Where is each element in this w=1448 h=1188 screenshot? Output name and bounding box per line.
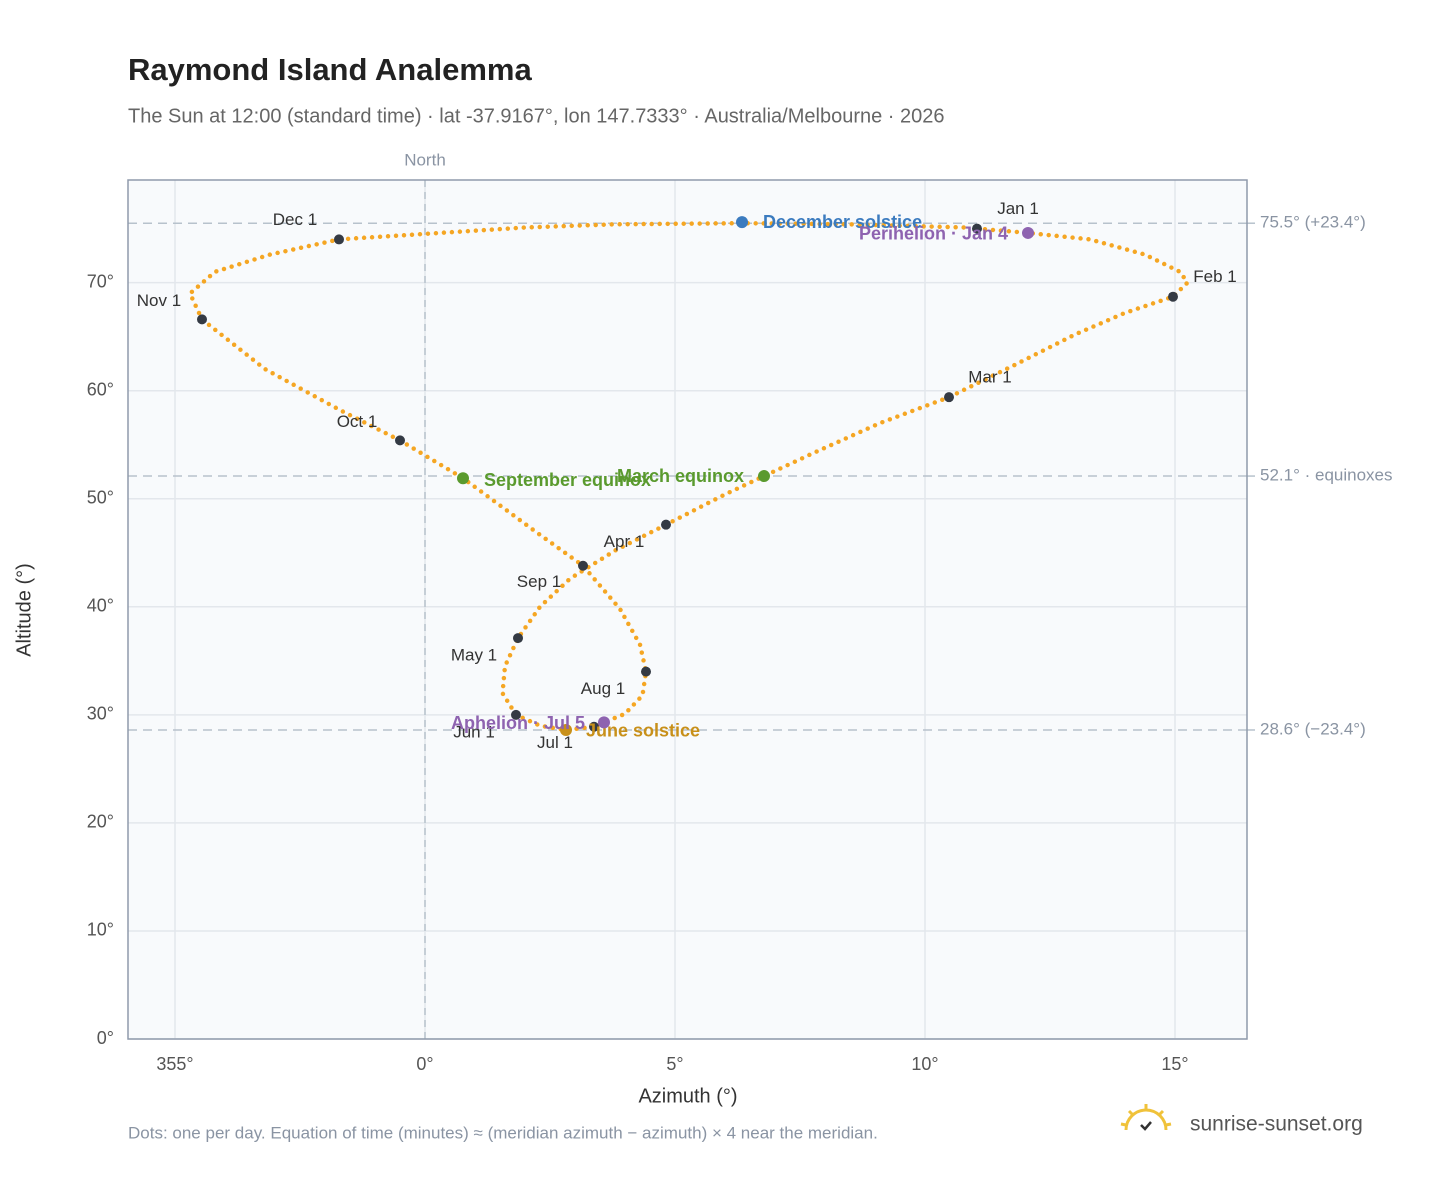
- y-axis-title: Altitude (°): [13, 563, 35, 657]
- month-label: Sep 1: [517, 572, 561, 591]
- y-tick-label: 60°: [87, 379, 114, 399]
- event-marker: [598, 716, 610, 729]
- chart-subtitle: The Sun at 12:00 (standard time) · lat -…: [128, 105, 944, 127]
- y-tick-label: 20°: [87, 812, 114, 832]
- x-axis-title: Azimuth (°): [638, 1085, 737, 1107]
- event-label: September equinox: [484, 470, 651, 490]
- event-label: March equinox: [617, 466, 744, 486]
- event-marker: [457, 472, 469, 485]
- y-tick-label: 40°: [87, 596, 114, 616]
- month-marker: [578, 560, 588, 571]
- x-tick-label: 355°: [156, 1054, 193, 1074]
- month-marker: [511, 709, 521, 720]
- month-label: Feb 1: [1193, 267, 1236, 286]
- month-marker: [334, 234, 344, 245]
- plot-border: [127, 179, 1248, 1040]
- month-label: Aug 1: [581, 679, 625, 698]
- x-tick-label: 10°: [911, 1054, 938, 1074]
- reference-label: 75.5° (+23.4°): [1260, 213, 1366, 232]
- chart-title: Raymond Island Analemma: [128, 52, 532, 87]
- event-label: Perihelion · Jan 4: [859, 224, 1008, 244]
- event-marker: [736, 216, 748, 229]
- month-label: Jan 1: [997, 199, 1039, 218]
- month-label: May 1: [451, 646, 497, 665]
- footnote: Dots: one per day. Equation of time (min…: [128, 1123, 878, 1142]
- month-marker: [972, 223, 982, 234]
- y-tick-label: 0°: [97, 1028, 114, 1048]
- x-tick-label: 5°: [666, 1054, 683, 1074]
- y-tick-label: 50°: [87, 487, 114, 507]
- event-marker: [560, 723, 572, 736]
- month-label: Jun 1: [453, 722, 495, 741]
- month-label: Nov 1: [137, 291, 181, 310]
- analemma-dots: [187, 220, 1191, 733]
- month-label: Oct 1: [337, 412, 378, 431]
- month-marker: [944, 392, 954, 403]
- reference-label: 52.1° · equinoxes: [1260, 466, 1393, 485]
- month-marker: [395, 435, 405, 446]
- event-label: June solstice: [586, 721, 700, 741]
- event-marker: [758, 470, 770, 483]
- brand: sunrise-sunset.org: [1190, 1113, 1363, 1136]
- month-label: Dec 1: [273, 210, 317, 229]
- month-marker: [1168, 291, 1178, 302]
- y-tick-label: 70°: [87, 271, 114, 291]
- month-label: Mar 1: [968, 368, 1011, 387]
- month-marker: [661, 519, 671, 530]
- reference-label: 28.6° (−23.4°): [1260, 719, 1366, 738]
- north-label: North: [404, 150, 446, 169]
- month-label: Jul 1: [537, 733, 573, 752]
- month-marker: [513, 633, 523, 644]
- event-marker: [1022, 226, 1034, 239]
- brand-logo: [1120, 1104, 1172, 1131]
- event-label: Aphelion · Jul 5: [451, 713, 585, 733]
- month-marker: [641, 666, 651, 677]
- plot-area: [128, 180, 1247, 1039]
- month-marker: [589, 721, 599, 732]
- event-label: December solstice: [763, 212, 922, 232]
- y-tick-label: 30°: [87, 704, 114, 724]
- month-marker: [197, 314, 207, 325]
- y-tick-label: 10°: [87, 920, 114, 940]
- x-tick-label: 0°: [416, 1054, 433, 1074]
- month-label: Apr 1: [604, 532, 645, 551]
- x-tick-label: 15°: [1161, 1054, 1188, 1074]
